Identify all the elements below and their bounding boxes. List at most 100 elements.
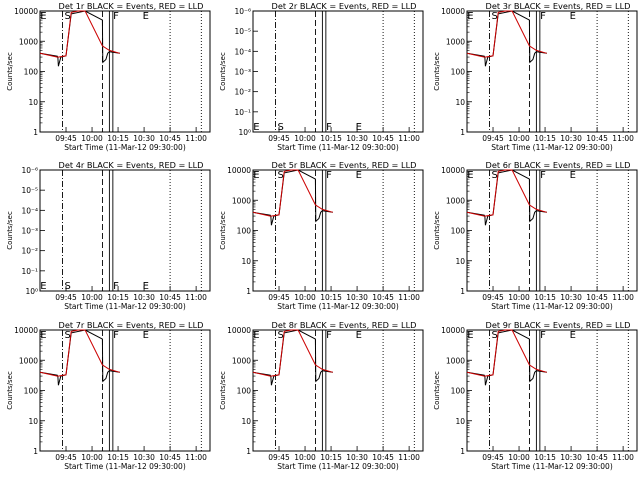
phase-marker: S xyxy=(65,11,71,22)
series-line-red xyxy=(39,10,120,58)
y-axis-label: Counts/sec xyxy=(6,371,14,410)
x-tick-label: 11:00 xyxy=(185,293,207,302)
x-tick-label: 10:30 xyxy=(346,134,368,143)
y-tick-label: 100 xyxy=(451,68,466,77)
y-tick-label: 10⁰ xyxy=(25,287,38,296)
y-axis-label: Counts/sec xyxy=(219,211,227,250)
x-tick-label: 10:30 xyxy=(133,134,155,143)
y-tick-label: 10⁰ xyxy=(238,128,251,137)
x-tick-label: 09:45 xyxy=(482,293,504,302)
y-tick-label: 10 xyxy=(28,417,38,426)
panel-det-1: Det 1r BLACK = Events, RED = LLD 1 10 100 10… xyxy=(6,1,211,152)
y-tick-label: 1 xyxy=(33,447,38,456)
x-tick-label: 10:45 xyxy=(372,453,394,462)
x-tick-label: 09:45 xyxy=(268,134,290,143)
x-tick-label: 10:30 xyxy=(133,453,155,462)
y-tick-label: 100 xyxy=(24,387,39,396)
phase-marker: S xyxy=(278,122,284,133)
x-tick-label: 10:00 xyxy=(294,293,316,302)
x-tick-label: 11:00 xyxy=(185,453,207,462)
plot-frame xyxy=(252,169,424,292)
y-tick-label: 10⁻⁵ xyxy=(234,27,251,36)
x-tick-label: 10:00 xyxy=(508,134,530,143)
x-tick-label: 10:45 xyxy=(586,453,608,462)
panel-det-3: Det 3r BLACK = Events, RED = LLD 1 10 100 10… xyxy=(433,1,638,152)
x-tick-label: 10:00 xyxy=(508,293,530,302)
plot-frame xyxy=(466,10,638,133)
x-axis-label: Start Time (11-Mar-12 09:30:00) xyxy=(491,462,613,471)
y-axis-label: Counts/sec xyxy=(6,52,14,91)
y-axis-label: Counts/sec xyxy=(219,52,227,91)
x-tick-label: 10:30 xyxy=(560,293,582,302)
y-tick-label: 10⁻⁶ xyxy=(21,166,38,175)
x-tick-label: 09:45 xyxy=(482,453,504,462)
chart-title: Det 4r BLACK = Events, RED = LLD xyxy=(59,160,204,170)
phase-marker: F xyxy=(113,11,119,22)
x-tick-label: 10:45 xyxy=(159,453,181,462)
x-tick-label: 10:30 xyxy=(346,293,368,302)
phase-marker: F xyxy=(540,170,546,181)
plot-frame xyxy=(252,329,424,452)
chart-title: Det 2r BLACK = Events, RED = LLD xyxy=(272,1,417,11)
y-tick-label: 1000 xyxy=(232,196,251,205)
y-axis-label: Counts/sec xyxy=(433,52,441,91)
y-tick-label: 1000 xyxy=(446,356,465,365)
phase-marker: E xyxy=(143,281,149,292)
phase-marker: S xyxy=(65,281,71,292)
y-axis-label: Counts/sec xyxy=(433,211,441,250)
x-tick-label: 09:45 xyxy=(55,453,77,462)
x-tick-label: 10:45 xyxy=(159,134,181,143)
plot-frame xyxy=(252,10,424,133)
y-tick-label: 1000 xyxy=(232,356,251,365)
x-tick-label: 10:00 xyxy=(81,293,103,302)
phase-marker: E xyxy=(40,11,46,22)
x-tick-label: 10:30 xyxy=(346,453,368,462)
phase-marker: F xyxy=(540,330,546,341)
series-line-black xyxy=(466,169,547,226)
x-tick-label: 11:00 xyxy=(612,134,634,143)
x-axis-label: Start Time (11-Mar-12 09:30:00) xyxy=(64,302,186,311)
y-tick-label: 1000 xyxy=(19,37,38,46)
series-line-black xyxy=(252,169,333,226)
chart-title: Det 7r BLACK = Events, RED = LLD xyxy=(59,320,204,330)
phase-marker: S xyxy=(492,11,498,22)
y-tick-label: 10 xyxy=(455,98,465,107)
phase-marker: E xyxy=(253,170,259,181)
x-tick-label: 10:30 xyxy=(560,134,582,143)
y-tick-label: 10000 xyxy=(441,326,465,335)
phase-marker: S xyxy=(278,330,284,341)
y-tick-label: 10 xyxy=(455,417,465,426)
x-tick-label: 09:45 xyxy=(55,293,77,302)
x-tick-label: 10:15 xyxy=(534,293,556,302)
y-tick-label: 10 xyxy=(241,257,251,266)
phase-marker: E xyxy=(143,11,149,22)
y-tick-label: 100 xyxy=(451,387,466,396)
y-tick-label: 10⁻⁴ xyxy=(234,47,251,56)
series-line-red xyxy=(466,169,547,217)
y-tick-label: 10 xyxy=(241,417,251,426)
series-line-black xyxy=(466,329,547,386)
x-tick-label: 11:00 xyxy=(398,134,420,143)
x-tick-label: 11:00 xyxy=(398,293,420,302)
phase-marker: E xyxy=(143,330,149,341)
x-tick-label: 10:15 xyxy=(107,134,129,143)
y-tick-label: 1 xyxy=(460,447,465,456)
y-tick-label: 10⁻⁶ xyxy=(234,7,251,16)
y-axis-label: Counts/sec xyxy=(433,371,441,410)
plot-frame xyxy=(39,10,211,133)
y-tick-label: 1 xyxy=(246,447,251,456)
chart-title: Det 9r BLACK = Events, RED = LLD xyxy=(486,320,631,330)
x-tick-label: 10:45 xyxy=(159,293,181,302)
x-tick-label: 09:45 xyxy=(55,134,77,143)
x-tick-label: 10:15 xyxy=(107,453,129,462)
phase-marker: S xyxy=(492,330,498,341)
series-line-black xyxy=(39,10,120,67)
y-tick-label: 10⁻² xyxy=(21,247,38,256)
chart-title: Det 3r BLACK = Events, RED = LLD xyxy=(486,1,631,11)
phase-marker: E xyxy=(40,281,46,292)
phase-marker: F xyxy=(326,170,332,181)
series-line-black xyxy=(39,329,120,386)
x-axis-label: Start Time (11-Mar-12 09:30:00) xyxy=(64,143,186,152)
panel-det-6: Det 6r BLACK = Events, RED = LLD 1 10 100 10… xyxy=(433,160,638,311)
